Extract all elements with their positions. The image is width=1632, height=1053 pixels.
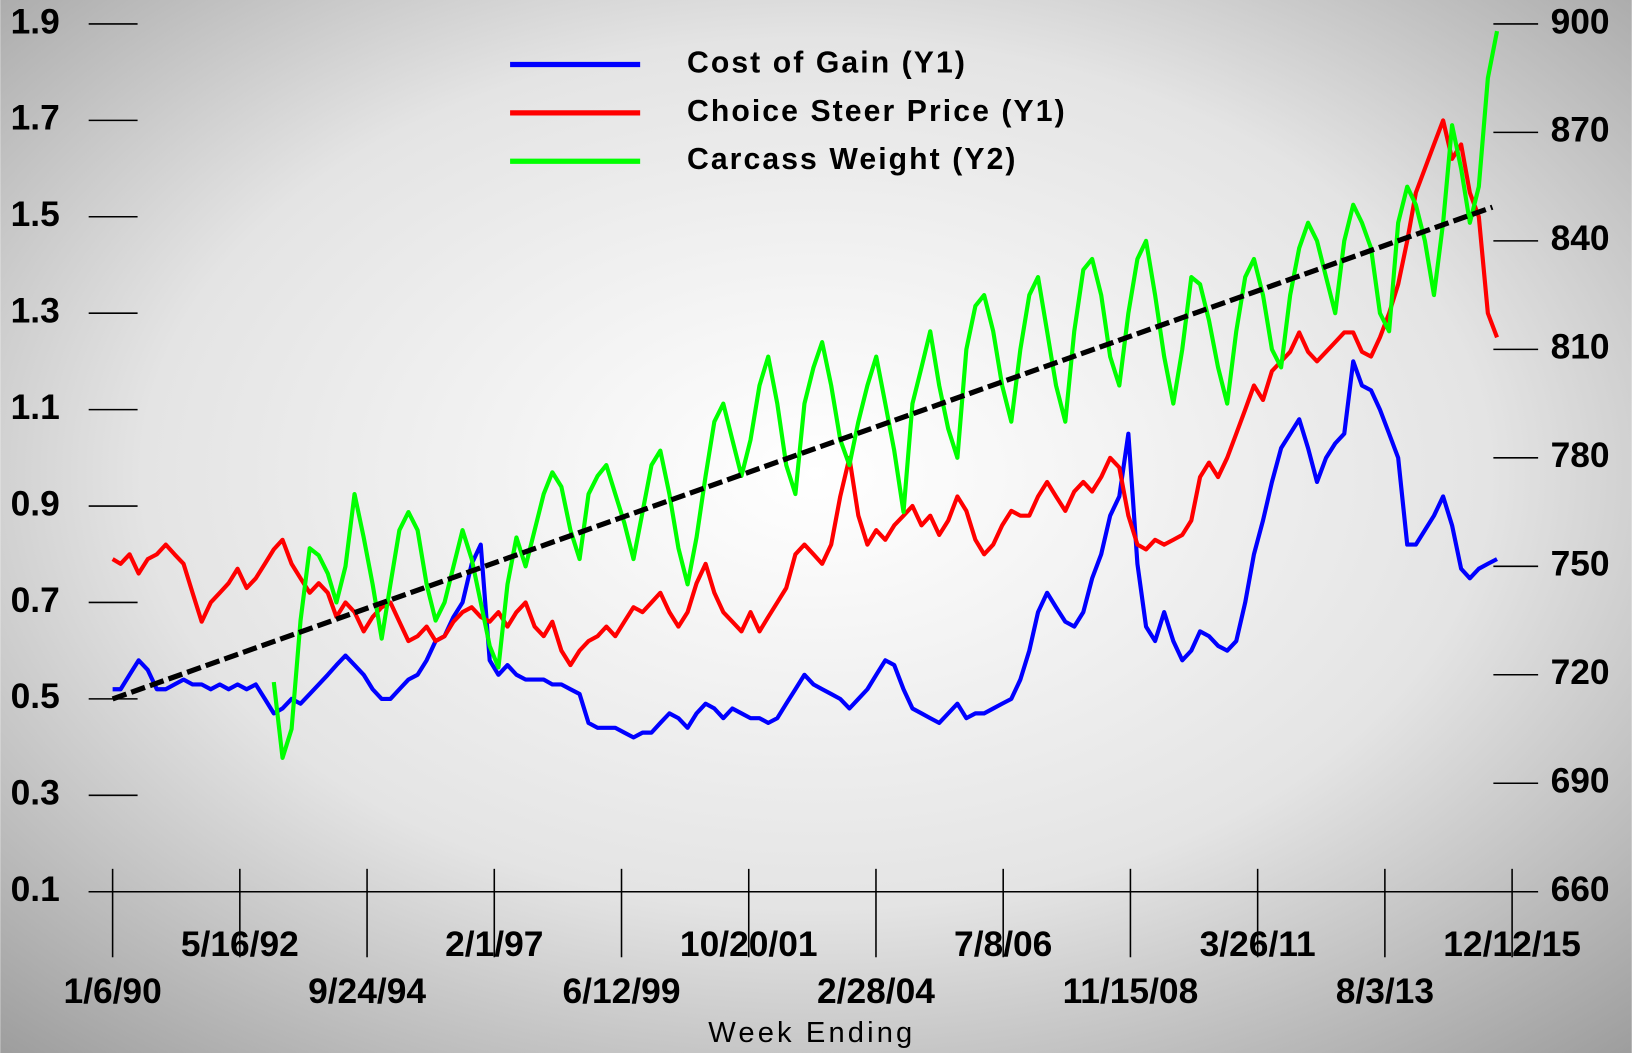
x-tick-label: 11/15/08 [1063,972,1199,1011]
x-axis-label: Week Ending [708,1017,915,1049]
x-tick-label: 10/20/01 [680,925,818,964]
x-tick-label: 6/12/99 [563,972,681,1011]
y2-tick-label: 690 [1551,762,1610,801]
x-tick-label: 12/12/15 [1443,925,1581,964]
y-tick-label: 1.5 [11,195,60,234]
y2-tick-label: 810 [1551,328,1610,367]
x-tick-label: 7/8/06 [954,925,1052,964]
y-tick-label: 0.9 [11,484,60,523]
y2-tick-label: 720 [1551,653,1610,692]
legend-label: Choice Steer Price (Y1) [687,95,1067,128]
y-tick-label: 0.1 [11,870,60,909]
y2-tick-label: 870 [1551,111,1610,150]
y2-tick-label: 750 [1551,545,1610,584]
x-tick-label: 9/24/94 [308,972,426,1011]
x-tick-label: 8/3/13 [1336,972,1434,1011]
series-line [112,359,1498,740]
trend-line [111,204,1494,702]
y-tick-label: 0.3 [11,774,60,813]
x-tick-label: 5/16/92 [181,925,299,964]
legend-label: Carcass Weight (Y2) [687,143,1018,176]
legend-label: Cost of Gain (Y1) [687,46,967,79]
y2-tick-label: 900 [1551,2,1610,41]
x-tick-label: 3/26/11 [1200,925,1316,964]
y-tick-label: 0.5 [11,677,60,716]
series-line [111,118,1499,668]
y-tick-label: 1.1 [11,388,60,427]
y2-tick-label: 780 [1551,436,1610,475]
x-tick-label: 2/28/04 [817,972,935,1011]
x-tick-label: 1/6/90 [63,972,161,1011]
x-tick-label: 2/1/97 [445,925,543,964]
y-tick-label: 0.7 [11,581,60,620]
y-tick-label: 1.9 [11,2,60,41]
y2-tick-label: 840 [1551,219,1610,258]
y-tick-label: 1.3 [11,292,60,331]
y-tick-label: 1.7 [11,99,60,138]
y2-tick-label: 660 [1551,870,1610,909]
